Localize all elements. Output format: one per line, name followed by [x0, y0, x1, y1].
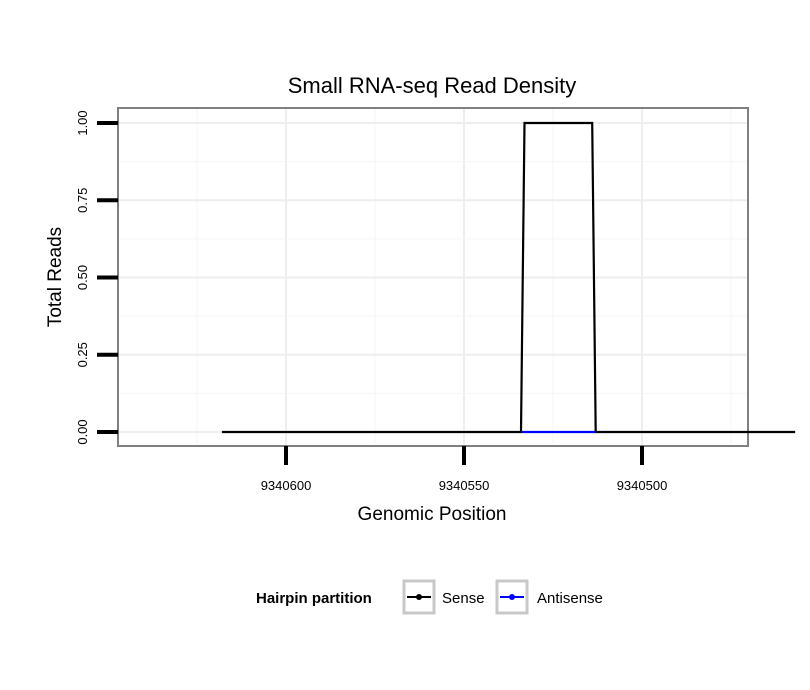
x-tick-label-2: 9340500 — [617, 478, 668, 493]
series-layer — [221, 121, 796, 434]
legend-label-antisense: Antisense — [537, 590, 603, 607]
chart-title: Small RNA-seq Read Density — [288, 73, 577, 98]
legend-label-sense: Sense — [442, 590, 485, 607]
x-axis-title: Genomic Position — [358, 504, 507, 525]
x-axis: 9340600 9340550 9340500 — [261, 446, 668, 493]
legend-dot-antisense — [509, 594, 515, 600]
grid — [118, 108, 748, 446]
legend-dot-sense — [416, 594, 422, 600]
legend-item-antisense[interactable]: Antisense — [495, 579, 603, 615]
y-tick-label-3: 0.75 — [75, 188, 90, 213]
legend-item-sense[interactable]: Sense — [402, 579, 485, 615]
x-tick-label-1: 9340550 — [439, 478, 490, 493]
y-tick-label-1: 0.25 — [75, 342, 90, 367]
y-axis: 0.00 0.25 0.50 0.75 1.00 — [75, 110, 118, 445]
y-axis-title: Total Reads — [45, 227, 66, 327]
y-tick-label-2: 0.50 — [75, 265, 90, 290]
y-tick-label-0: 0.00 — [75, 419, 90, 444]
legend-title: Hairpin partition — [256, 590, 372, 607]
y-tick-label-4: 1.00 — [75, 110, 90, 135]
series-sense-line — [221, 121, 796, 434]
legend: Hairpin partition Sense Antisense — [256, 579, 603, 615]
x-tick-label-0: 9340600 — [261, 478, 312, 493]
